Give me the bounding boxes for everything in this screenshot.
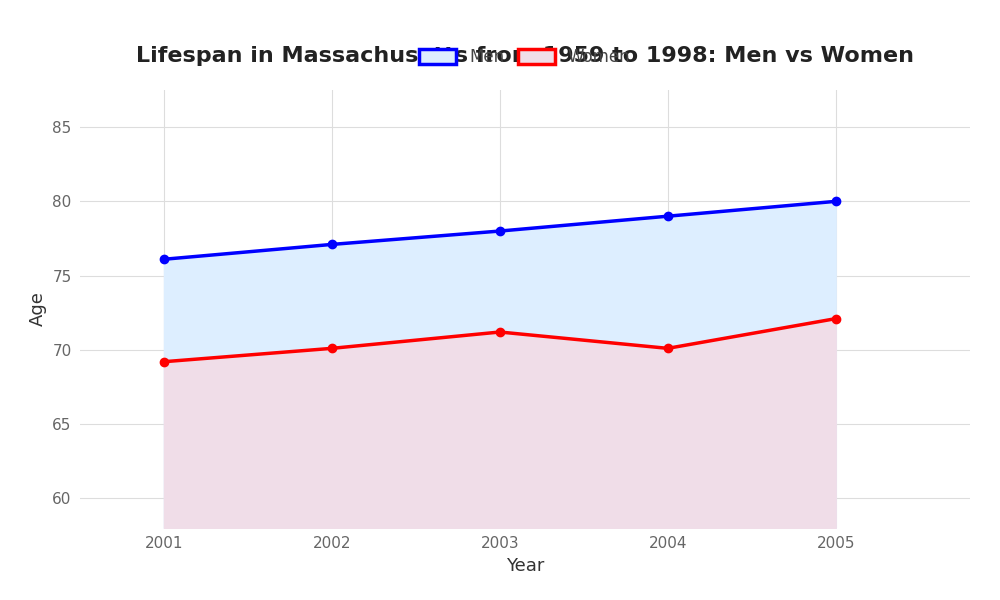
X-axis label: Year: Year (506, 557, 544, 575)
Legend: Men, Women: Men, Women (413, 41, 637, 73)
Title: Lifespan in Massachusetts from 1959 to 1998: Men vs Women: Lifespan in Massachusetts from 1959 to 1… (136, 46, 914, 66)
Y-axis label: Age: Age (29, 292, 47, 326)
